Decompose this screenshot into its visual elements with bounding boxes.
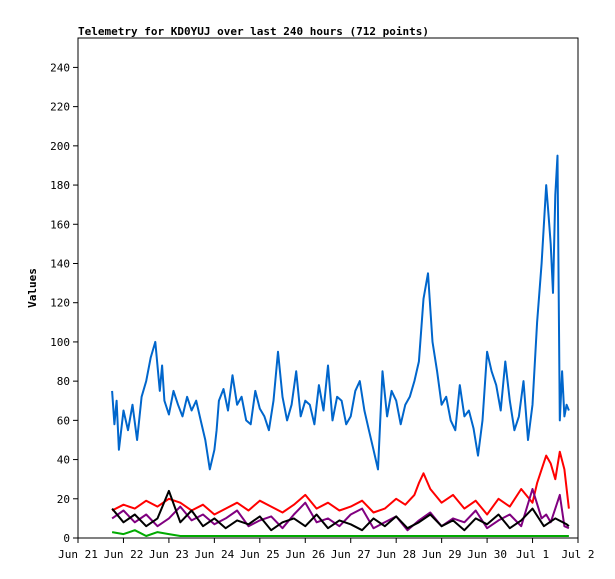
x-tick-label: Jul 2 bbox=[561, 548, 594, 561]
series-line-4 bbox=[111, 529, 569, 537]
chart-title: Telemetry for KD0YUJ over last 240 hours… bbox=[78, 25, 429, 38]
x-tick-label: Jun 25 bbox=[240, 548, 280, 561]
y-tick-label: 240 bbox=[50, 61, 70, 74]
y-tick-label: 160 bbox=[50, 218, 70, 231]
series-line-1 bbox=[111, 450, 570, 516]
y-tick-label: 20 bbox=[57, 493, 70, 506]
y-tick-label: 180 bbox=[50, 179, 70, 192]
y-tick-label: 60 bbox=[57, 414, 70, 427]
series-line-2 bbox=[111, 488, 570, 532]
y-tick-label: 100 bbox=[50, 336, 70, 349]
x-tick-label: Jun 30 bbox=[467, 548, 507, 561]
x-tick-label: Jun 21 bbox=[58, 548, 98, 561]
y-tick-label: 40 bbox=[57, 454, 70, 467]
series-layer bbox=[111, 154, 570, 537]
series-line-3 bbox=[111, 489, 570, 532]
y-tick-label: 0 bbox=[63, 532, 70, 545]
plot-frame bbox=[77, 37, 579, 539]
y-axis: 0 20 40 60 80 100 120 140 160 180 200 220 240 bbox=[50, 61, 78, 545]
y-axis-label: Values bbox=[26, 268, 39, 308]
x-tick-label: Jun 29 bbox=[422, 548, 462, 561]
x-tick-label: Jul 1 bbox=[516, 548, 549, 561]
y-tick-label: 140 bbox=[50, 257, 70, 270]
y-tick-label: 80 bbox=[57, 375, 70, 388]
x-tick-label: Jun 27 bbox=[331, 548, 371, 561]
y-tick-label: 220 bbox=[50, 101, 70, 114]
x-tick-label: Jun 28 bbox=[376, 548, 416, 561]
series-line-0 bbox=[111, 154, 570, 471]
x-axis: Jun 21 Jun 22 Jun 23 Jun 24 Jun 25 Jun 26 Jun … bbox=[58, 538, 595, 561]
x-tick-label: Jun 24 bbox=[194, 548, 234, 561]
y-tick-label: 200 bbox=[50, 140, 70, 153]
x-tick-label: Jun 26 bbox=[285, 548, 325, 561]
y-tick-label: 120 bbox=[50, 297, 70, 310]
x-tick-label: Jun 22 bbox=[104, 548, 144, 561]
x-tick-label: Jun 23 bbox=[149, 548, 189, 561]
